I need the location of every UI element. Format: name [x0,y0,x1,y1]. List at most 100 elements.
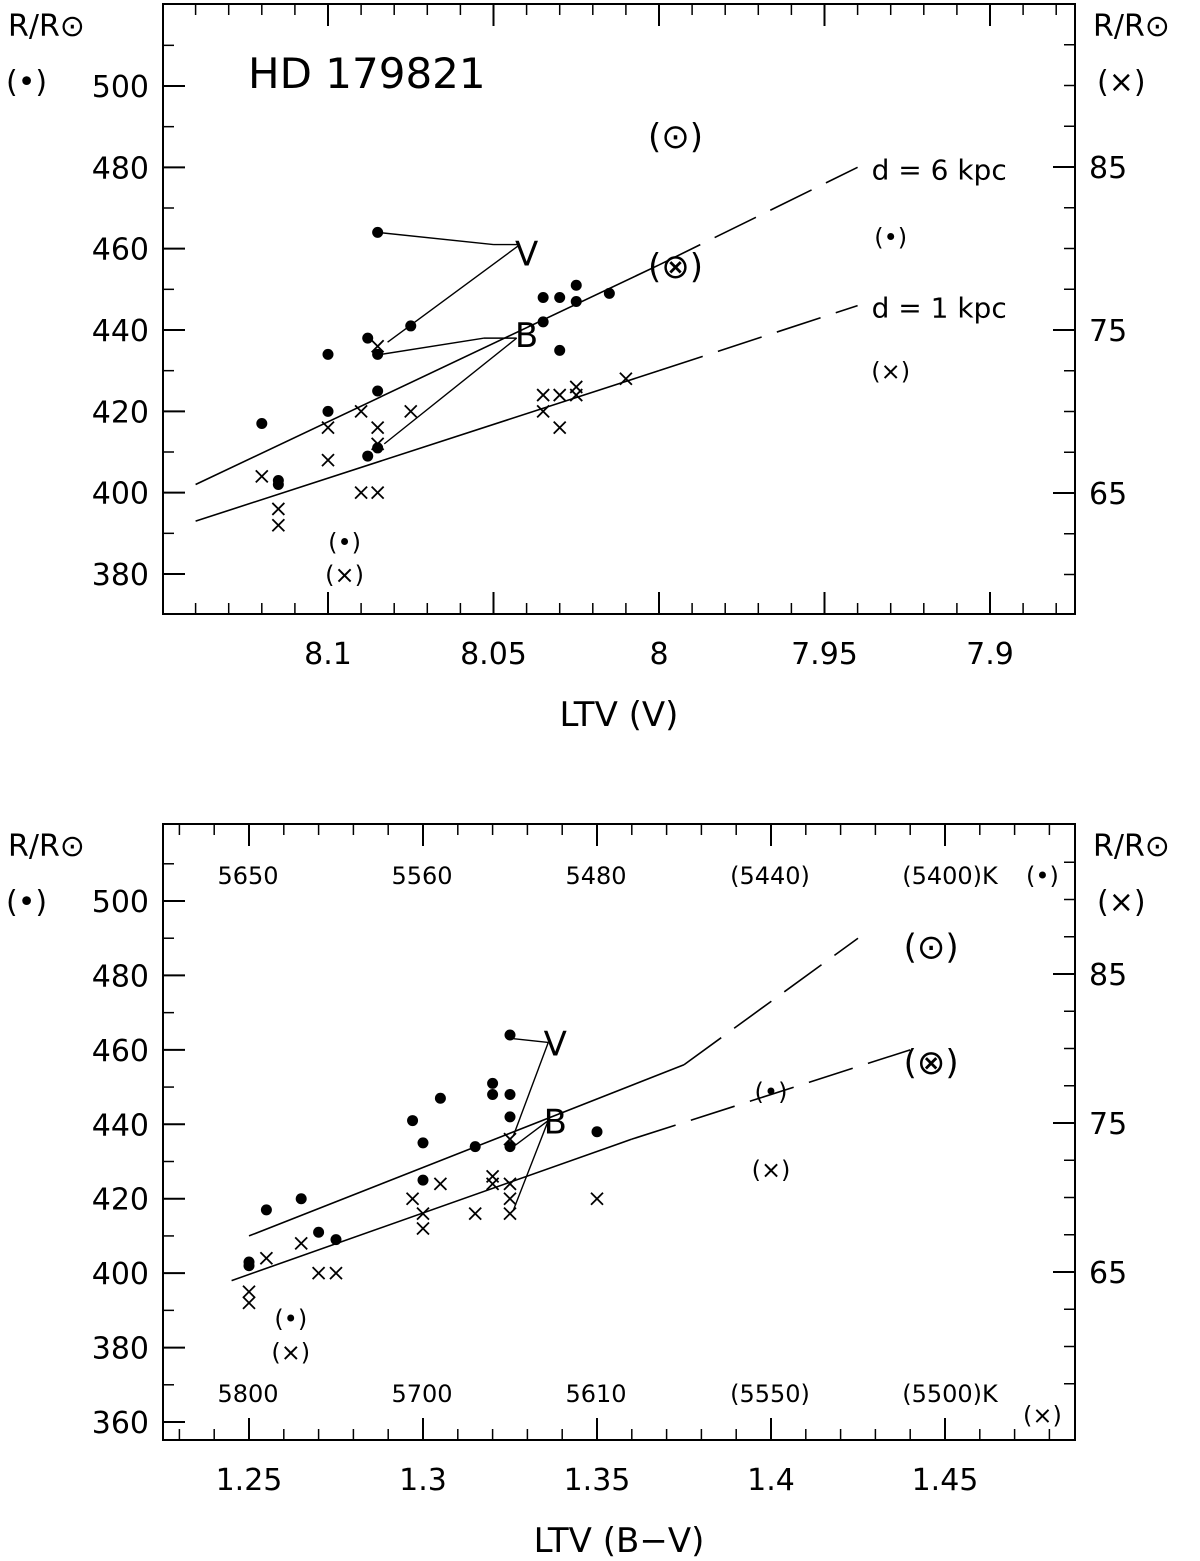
cross-stroke [553,388,567,402]
top-data-point-cross [569,388,583,402]
bottom-data-point-cross [405,1192,420,1206]
cross-stroke [371,437,385,451]
top-plot-frame [162,3,1076,615]
bottom-data-point-cross [503,1192,517,1206]
top-data-point-dot [362,332,374,344]
bottom-data-point-dot [487,1077,499,1089]
bottom-y-tick-label: 400 [92,1257,149,1292]
top-data-point-cross [404,404,418,418]
bottom-annotation-label: (•) [274,1305,307,1333]
top-y-axis-label-right: R/R⊙ [1093,9,1170,44]
bottom-data-point-cross [242,1285,256,1299]
bottom-data-point-cross [294,1236,308,1251]
bottom-fit-line-dashed [683,937,859,1066]
bottom-annotation-label: B [544,1103,567,1143]
cross-stroke [590,1192,604,1206]
top-fit-line-dashed [658,304,858,372]
top-annotation-label: B [515,316,538,356]
top-data-point-cross [271,518,285,532]
top-leader-line [380,337,484,356]
top-data-point-dot [372,385,384,397]
cross-stroke [271,502,285,516]
cross-stroke [255,469,269,484]
bottom-data-point-dot [591,1126,603,1138]
top-data-point-dot [570,296,582,308]
bottom-y-tick-label: 360 [92,1406,149,1441]
cross-stroke [503,1177,517,1191]
bottom-data-point-dot [407,1115,419,1127]
top-y2-tick-label: 85 [1089,151,1127,186]
bottom-plot-frame [162,823,1076,1441]
cross-stroke [354,486,368,500]
bottom-y-tick-label: 380 [92,1332,149,1367]
bottom-temperature-top-label: 5560 [391,862,452,890]
top-fit-line-solid [195,264,660,486]
cross-stroke [416,1206,430,1221]
cross-stroke [271,518,285,532]
cross-stroke [405,1192,420,1206]
bottom-leader-line [512,1042,549,1136]
bottom-x-axis-label: LTV (B−V) [534,1521,705,1561]
bottom-data-point-dot [504,1111,516,1123]
cross-stroke [433,1177,448,1191]
top-data-point-cross [619,372,633,386]
bottom-data-point-dot [469,1141,481,1153]
top-x-tick-label: 8 [649,637,668,672]
top-y-tick-label: 460 [92,233,149,268]
bottom-y-tick-label: 460 [92,1034,149,1069]
top-y-tick-label: 420 [92,395,149,430]
bottom-data-point-cross [468,1206,482,1221]
bottom-data-point-dot [417,1174,429,1186]
bottom-data-point-cross [485,1177,500,1191]
bottom-y-axis-marker-left: (•) [6,885,47,920]
top-x-axis-label: LTV (V) [560,695,679,735]
top-data-point-dot [272,479,284,491]
cross-stroke [259,1251,274,1265]
top-fit-line-solid [195,369,660,522]
bottom-annotation-label: (×) [752,1156,791,1184]
top-leader-line [387,244,521,343]
top-distance-label: d = 1 kpc [872,292,1007,325]
bottom-fit-line-dashed [631,1049,911,1140]
cross-stroke [619,372,633,386]
bottom-data-point-dot [487,1089,499,1101]
bottom-data-point-cross [311,1266,326,1280]
cross-stroke [321,420,335,435]
top-x-tick-label: 7.95 [791,637,858,672]
top-data-point-cross [321,453,335,467]
cross-stroke [371,339,385,353]
top-data-point-dot [322,348,334,360]
bottom-temperature-bottom-label: (5500)K [902,1380,999,1408]
bottom-data-point-dot [417,1137,429,1149]
bottom-data-point-dot [260,1204,272,1216]
top-data-point-cross [271,502,285,516]
bottom-fit-line-solid [231,1138,633,1282]
top-y2-tick-label: 65 [1089,477,1127,512]
bottom-annotation-label: (•) [755,1078,788,1106]
top-data-point-cross [371,486,385,500]
top-annotation-label: (•) [328,528,361,556]
bottom-data-point-dot [295,1193,307,1205]
bottom-y-axis-label-left: R/R⊙ [8,829,85,864]
cross-stroke [329,1266,343,1280]
top-y-tick-label: 480 [92,151,149,186]
cross-stroke [503,1192,517,1206]
bottom-y2-tick-label: 85 [1089,958,1127,993]
cross-stroke [536,404,550,418]
top-annotation-label: (⊗) [648,247,703,287]
top-data-point-dot [372,442,384,454]
top-y-tick-label: 500 [92,70,149,105]
bottom-temperature-bottom-label: 5700 [391,1380,452,1408]
bottom-y-axis-label-right: R/R⊙ [1093,829,1170,864]
bottom-data-point-dot [504,1089,516,1101]
bottom-data-point-dot [504,1029,516,1041]
top-data-point-dot [603,287,615,299]
bottom-temperature-bottom-label: 5800 [217,1380,278,1408]
bottom-data-point-cross [503,1177,517,1191]
bottom-y-tick-label: 420 [92,1183,149,1218]
cross-stroke [321,453,335,467]
top-data-point-dot [537,291,549,303]
top-data-point-cross [553,388,567,402]
top-data-point-cross [354,404,368,418]
bottom-y-axis-marker-right: (×) [1097,885,1146,920]
